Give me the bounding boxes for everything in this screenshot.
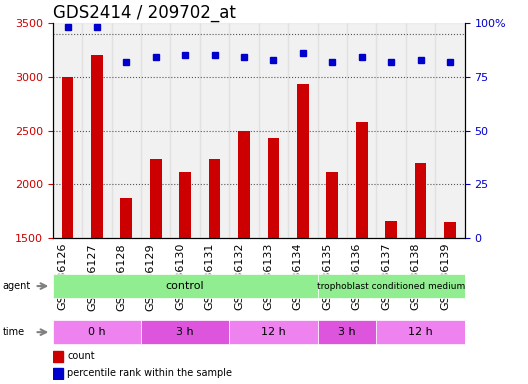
Bar (171, 23, 200, 238)
Text: trophoblast conditioned medium: trophoblast conditioned medium (317, 281, 465, 291)
Bar (209, 159, 221, 238)
Text: time: time (3, 327, 25, 337)
Bar (62, 77, 73, 238)
Bar (259, 23, 288, 238)
FancyBboxPatch shape (53, 320, 141, 344)
FancyBboxPatch shape (376, 320, 465, 344)
Bar (414, 163, 427, 238)
FancyBboxPatch shape (317, 274, 465, 298)
Text: 0 h: 0 h (88, 327, 106, 337)
Bar (200, 23, 229, 238)
Bar (317, 23, 347, 238)
Text: 3 h: 3 h (338, 327, 356, 337)
Bar (53, 23, 82, 238)
Bar (229, 23, 259, 238)
Bar (326, 172, 338, 238)
Bar (297, 84, 309, 238)
FancyBboxPatch shape (53, 274, 317, 298)
Bar (376, 23, 406, 238)
Text: control: control (166, 281, 204, 291)
FancyBboxPatch shape (141, 320, 229, 344)
Bar (82, 23, 111, 238)
Bar (444, 222, 456, 238)
Bar (150, 159, 162, 238)
Text: percentile rank within the sample: percentile rank within the sample (67, 368, 232, 378)
Bar (385, 221, 397, 238)
Text: GDS2414 / 209702_at: GDS2414 / 209702_at (53, 4, 235, 22)
Text: 12 h: 12 h (408, 327, 433, 337)
Bar (53, 368, 63, 379)
Text: count: count (67, 351, 95, 361)
FancyBboxPatch shape (317, 320, 376, 344)
Text: 3 h: 3 h (176, 327, 194, 337)
Bar (288, 23, 317, 238)
Bar (91, 55, 103, 238)
Bar (268, 138, 279, 238)
Bar (111, 23, 141, 238)
FancyBboxPatch shape (229, 320, 317, 344)
Bar (53, 351, 63, 362)
Bar (180, 172, 191, 238)
Bar (238, 131, 250, 238)
Bar (406, 23, 435, 238)
Bar (141, 23, 171, 238)
Bar (356, 122, 367, 238)
Text: 12 h: 12 h (261, 327, 286, 337)
Text: agent: agent (3, 281, 31, 291)
Bar (435, 23, 465, 238)
Bar (120, 198, 132, 238)
Bar (347, 23, 376, 238)
